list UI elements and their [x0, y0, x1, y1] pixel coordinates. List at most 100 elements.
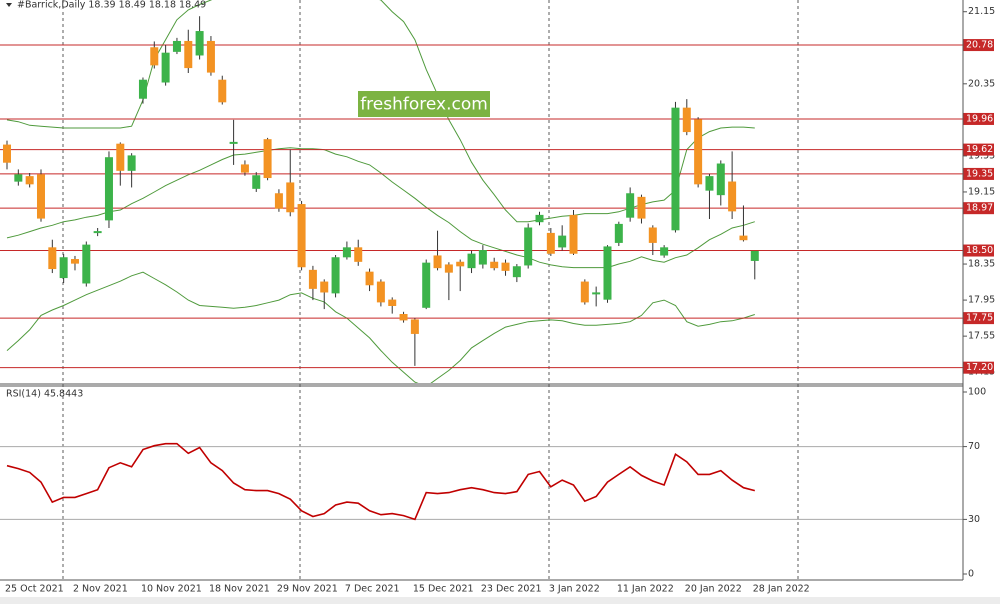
axes: 21.1520.3519.5519.1518.3517.9517.5517.15… [5, 6, 995, 594]
x-tick-label: 15 Dec 2021 [413, 584, 474, 595]
candle-body [750, 250, 759, 261]
candle-body [263, 139, 272, 179]
candle-body [614, 223, 623, 243]
candle-body [48, 247, 57, 270]
candle-body [478, 250, 487, 265]
period-separators [62, 0, 799, 580]
y-tick-label: 100 [968, 387, 986, 398]
candle-body [274, 193, 283, 209]
x-tick-label: 25 Oct 2021 [5, 584, 64, 595]
candle-body [569, 214, 578, 254]
candle-body [524, 227, 533, 266]
candle-body [671, 107, 680, 231]
menu-arrow[interactable] [6, 3, 12, 7]
candle-body [252, 175, 261, 189]
candle-body [456, 261, 465, 267]
watermark-text: freshforex.com [360, 95, 488, 115]
candle-body [433, 255, 442, 269]
y-tick-label: 30 [968, 514, 980, 525]
candle-body [82, 244, 91, 284]
level-label-box [963, 312, 994, 325]
candle-body [286, 182, 295, 213]
candle-body [705, 176, 714, 191]
y-tick-label: 18.35 [968, 259, 995, 270]
level-label: 19.35 [966, 168, 993, 179]
candle-body [716, 163, 725, 196]
tab-bar[interactable] [0, 597, 1000, 604]
level-label-box [963, 361, 994, 374]
rsi-panel [0, 442, 963, 521]
candle-body [490, 261, 499, 269]
candle-body [682, 107, 691, 133]
level-label: 19.96 [966, 113, 993, 124]
candle-body [546, 232, 555, 254]
x-tick-label: 2 Nov 2021 [73, 584, 128, 595]
y-tick-label: 21.15 [968, 6, 995, 17]
x-tick-label: 7 Dec 2021 [345, 584, 400, 595]
candle-body [388, 299, 397, 306]
x-tick-label: 10 Nov 2021 [141, 584, 202, 595]
candle-body [626, 193, 635, 218]
candle-body [93, 231, 102, 234]
watermark: freshforex.com [358, 91, 490, 117]
level-label-box [963, 112, 994, 125]
chart-title: #Barrick,Daily 18.39 18.49 18.18 18.49 [17, 0, 206, 11]
candle-body [59, 257, 68, 279]
level-label: 20.78 [966, 40, 993, 51]
candle-body [14, 174, 23, 182]
x-tick-label: 29 Nov 2021 [277, 584, 338, 595]
level-label: 18.97 [966, 203, 993, 214]
candle-body [342, 247, 351, 258]
x-tick-label: 23 Dec 2021 [481, 584, 542, 595]
candle-body [694, 119, 703, 185]
candle-body [558, 235, 567, 248]
candle-body [467, 253, 476, 269]
level-label-box [963, 202, 994, 215]
level-label-box [963, 39, 994, 52]
x-tick-label: 20 Jan 2022 [685, 584, 742, 595]
y-tick-label: 17.95 [968, 295, 995, 306]
candle-body [422, 262, 431, 308]
candle-body [365, 271, 374, 286]
bollinger-band [6, 147, 755, 269]
candle-body [603, 246, 612, 300]
candle-body [444, 264, 453, 273]
x-tick-label: 18 Nov 2021 [209, 584, 270, 595]
candle-body [648, 227, 657, 243]
level-label: 19.62 [966, 144, 993, 155]
price-panel [0, 0, 963, 383]
candle-body [728, 181, 737, 212]
candle-body [399, 314, 408, 321]
candle-body [218, 79, 227, 103]
candle-body [240, 164, 249, 173]
candle-body [592, 292, 601, 295]
level-label: 18.50 [966, 245, 993, 256]
candle-body [25, 176, 34, 185]
candle-body [229, 141, 238, 144]
level-label-box [963, 244, 994, 257]
candle-body [660, 247, 669, 256]
y-tick-label: 70 [968, 441, 980, 452]
candle-body [354, 247, 363, 262]
candle-body [331, 257, 340, 294]
rsi-title: RSI(14) 45.8443 [6, 389, 83, 400]
y-tick-label: 19.55 [968, 150, 995, 161]
candle-body [104, 157, 113, 221]
candle-body [172, 40, 181, 52]
candle-body [512, 266, 521, 278]
candle-body [501, 262, 510, 271]
candle-body [36, 174, 45, 219]
candle-body [3, 144, 11, 163]
candle-body [580, 281, 589, 303]
candle-body [184, 40, 193, 69]
y-tick-label: 17.55 [968, 331, 995, 342]
candle-body [297, 204, 306, 268]
candle-body [637, 196, 646, 219]
candle-body [161, 52, 170, 83]
y-tick-label: 0 [968, 569, 974, 580]
x-tick-label: 3 Jan 2022 [549, 584, 600, 595]
candle-body [195, 31, 204, 56]
level-label-box [963, 167, 994, 180]
candle-body [308, 269, 317, 289]
candle-body [376, 281, 385, 303]
